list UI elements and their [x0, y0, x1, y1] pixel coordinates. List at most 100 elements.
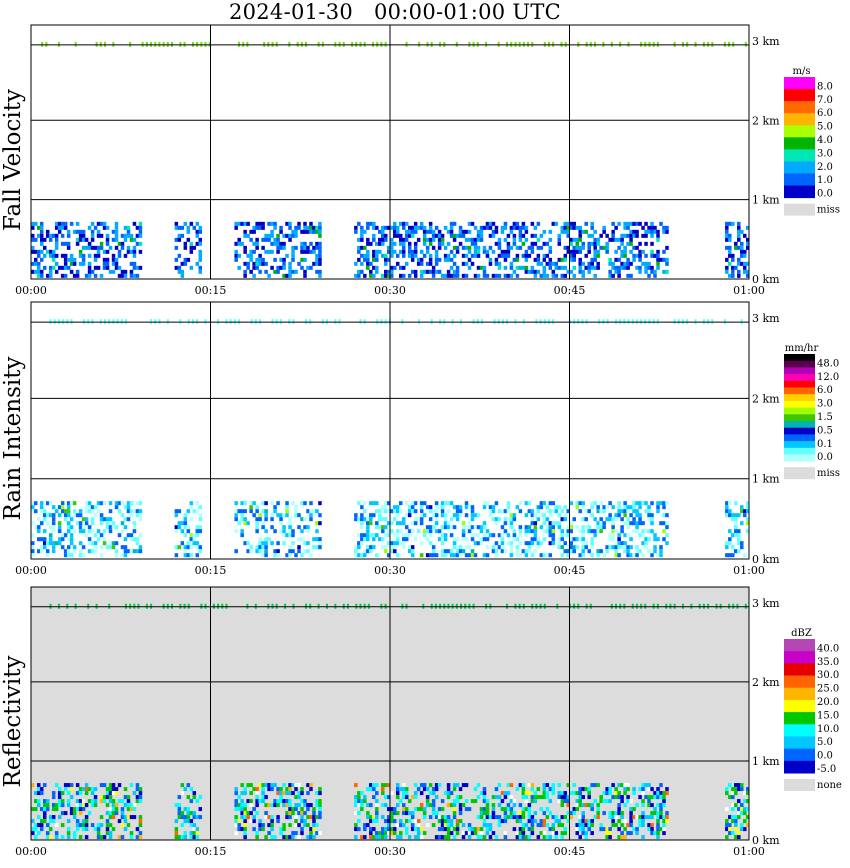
echo-cell: [626, 221, 630, 226]
echo-cell: [93, 257, 98, 262]
echo-cell: [422, 225, 427, 230]
echo-cell: [512, 533, 517, 538]
x-tick-label: 00:30: [374, 564, 406, 577]
echo-cell: [656, 265, 660, 270]
echo-cell: [369, 273, 373, 278]
echo-cell: [315, 803, 319, 808]
echo-cell: [375, 803, 379, 808]
echo-cell: [384, 533, 388, 538]
echo-cell: [578, 795, 582, 800]
echo-cell: [482, 553, 487, 558]
echo-cell: [506, 509, 511, 514]
echo-cell: [174, 265, 179, 270]
echo-cell: [458, 233, 463, 238]
echo-cell: [500, 545, 505, 550]
echo-cell: [117, 533, 122, 538]
echo-cell: [611, 545, 615, 550]
echo-cell: [72, 229, 77, 234]
echo-cell: [743, 513, 747, 518]
echo-cell: [398, 273, 403, 278]
echo-cell: [51, 525, 56, 530]
echo-cell: [39, 509, 44, 514]
echo-cell: [434, 233, 439, 238]
echo-cell: [318, 521, 322, 526]
echo-cell: [54, 241, 59, 246]
echo-cell: [413, 253, 418, 258]
echo-cell: [437, 245, 442, 250]
echo-cell: [497, 803, 502, 808]
echo-cell: [734, 815, 738, 820]
echo-cell: [608, 545, 612, 550]
echo-cell: [54, 807, 59, 812]
echo-cell: [36, 791, 41, 796]
echo-cell: [123, 787, 128, 792]
echo-cell: [743, 261, 747, 266]
echo-cell: [545, 783, 550, 788]
echo-cell: [746, 509, 750, 514]
echo-cell: [183, 521, 188, 526]
echo-cell: [357, 553, 361, 558]
echo-cell: [545, 791, 550, 796]
echo-cell: [734, 791, 738, 796]
echo-cell: [425, 803, 430, 808]
echo-cell: [78, 811, 83, 816]
echo-cell: [51, 521, 56, 526]
echo-cell: [557, 237, 562, 242]
echo-cell: [384, 273, 388, 278]
echo-cell: [114, 265, 119, 270]
echo-cell: [728, 253, 732, 258]
echo-cell: [138, 229, 143, 234]
echo-cell: [743, 791, 747, 796]
echo-cell: [536, 269, 541, 274]
echo-cell: [42, 253, 47, 258]
echo-cell: [413, 517, 418, 522]
echo-cell: [584, 803, 588, 808]
echo-cell: [243, 541, 247, 546]
echo-cell: [249, 229, 253, 234]
echo-cell: [599, 501, 603, 506]
echo-cell: [440, 237, 445, 242]
echo-cell: [306, 541, 310, 546]
echo-cell: [312, 815, 316, 820]
echo-cell: [102, 221, 107, 226]
echo-cell: [123, 815, 128, 820]
echo-cell: [366, 241, 370, 246]
echo-cell: [404, 807, 409, 812]
echo-cell: [575, 807, 579, 812]
echo-cell: [512, 221, 517, 226]
echo-cell: [596, 783, 600, 788]
echo-cell: [590, 529, 594, 534]
echo-cell: [57, 225, 62, 230]
echo-cell: [725, 265, 729, 270]
echo-cell: [638, 257, 642, 262]
echo-cell: [273, 509, 277, 514]
echo-cell: [413, 835, 418, 840]
echo-cell: [372, 253, 376, 258]
echo-cell: [518, 237, 523, 242]
echo-cell: [183, 221, 188, 226]
echo-cell: [297, 811, 301, 816]
echo-cell: [270, 783, 274, 788]
echo-cell: [102, 795, 107, 800]
echo-cell: [560, 815, 565, 820]
echo-cell: [497, 517, 502, 522]
echo-cell: [617, 803, 621, 808]
echo-cell: [372, 787, 376, 792]
echo-cell: [533, 529, 538, 534]
echo-cell: [434, 811, 439, 816]
echo-cell: [422, 807, 427, 812]
echo-cell: [572, 257, 576, 262]
echo-cell: [42, 807, 47, 812]
echo-cell: [653, 225, 657, 230]
echo-cell: [66, 799, 71, 804]
echo-cell: [276, 269, 280, 274]
echo-cell: [174, 509, 179, 514]
echo-cell: [413, 245, 418, 250]
echo-cell: [611, 265, 615, 270]
echo-cell: [452, 541, 457, 546]
x-tick-label: 00:45: [554, 564, 586, 577]
echo-cell: [111, 791, 116, 796]
echo-cell: [422, 783, 427, 788]
echo-cell: [521, 827, 526, 832]
echo-cell: [315, 545, 319, 550]
